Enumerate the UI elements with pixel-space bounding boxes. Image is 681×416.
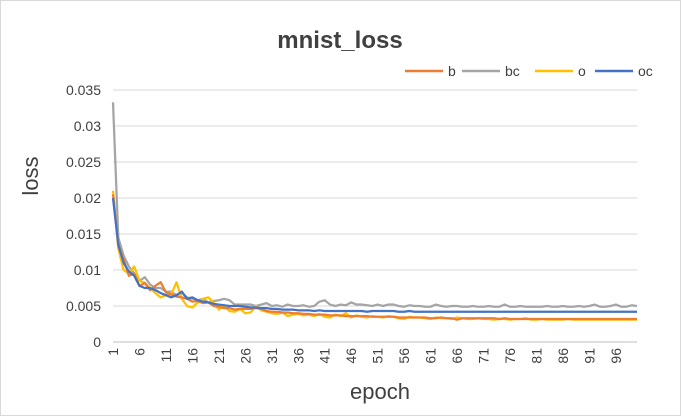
x-tick-label: 41 bbox=[317, 348, 333, 364]
y-tick-label: 0.02 bbox=[74, 190, 101, 206]
y-axis-title: loss bbox=[18, 156, 43, 195]
x-tick-label: 76 bbox=[502, 348, 518, 364]
x-tick-label: 51 bbox=[370, 348, 386, 364]
y-tick-label: 0.035 bbox=[66, 82, 101, 98]
x-tick-label: 6 bbox=[131, 348, 147, 356]
legend-label-o: o bbox=[578, 63, 586, 79]
x-axis-ticks: 1 6 11 16 21 26 31 36 41 46 51 56 61 66 71 76 81 86 91 96 bbox=[105, 348, 624, 364]
y-tick-label: 0.03 bbox=[74, 118, 101, 134]
x-tick-label: 11 bbox=[158, 348, 174, 363]
x-tick-label: 96 bbox=[608, 348, 624, 364]
x-tick-label: 36 bbox=[290, 348, 306, 364]
x-tick-label: 91 bbox=[581, 348, 597, 364]
x-tick-label: 81 bbox=[528, 348, 544, 364]
gridlines bbox=[113, 89, 637, 343]
y-tick-label: 0.015 bbox=[66, 226, 101, 242]
legend-label-bc: bc bbox=[505, 63, 520, 79]
legend: b bc o oc bbox=[405, 63, 653, 79]
x-tick-label: 16 bbox=[184, 348, 200, 364]
y-axis-ticks: 0 0.005 0.01 0.015 0.02 0.025 0.03 0.035 bbox=[66, 82, 101, 350]
x-tick-label: 66 bbox=[449, 348, 465, 364]
y-tick-label: 0.025 bbox=[66, 154, 101, 170]
legend-label-b: b bbox=[448, 63, 456, 79]
y-tick-label: 0.005 bbox=[66, 298, 101, 314]
x-tick-label: 61 bbox=[423, 348, 439, 364]
y-tick-label: 0 bbox=[93, 334, 101, 350]
x-tick-label: 71 bbox=[476, 348, 492, 364]
series-lines bbox=[111, 102, 638, 321]
y-tick-label: 0.01 bbox=[74, 262, 101, 278]
series-line-oc bbox=[111, 197, 637, 313]
x-tick-label: 56 bbox=[396, 348, 412, 364]
x-tick-label: 26 bbox=[237, 348, 253, 364]
x-tick-label: 1 bbox=[105, 348, 121, 356]
x-tick-label: 21 bbox=[211, 348, 227, 364]
x-tick-label: 31 bbox=[264, 348, 280, 364]
x-tick-label: 86 bbox=[555, 348, 571, 364]
x-tick-label: 46 bbox=[343, 348, 359, 364]
chart-title: mnist_loss bbox=[277, 27, 402, 54]
series-line-bc bbox=[111, 102, 638, 308]
x-axis-title: epoch bbox=[350, 379, 410, 404]
legend-label-oc: oc bbox=[638, 63, 653, 79]
series-line-b bbox=[111, 194, 637, 321]
